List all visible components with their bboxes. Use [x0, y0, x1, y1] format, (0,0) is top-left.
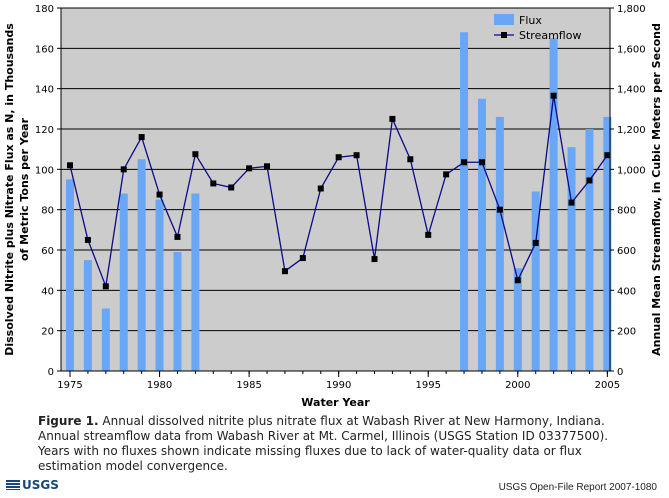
right-tick-label: 1,000 [617, 165, 646, 176]
streamflow-point-1993 [389, 115, 396, 122]
streamflow-line [67, 92, 611, 290]
flux-bar-1975 [66, 179, 74, 371]
right-tick-label: 1,600 [617, 44, 646, 55]
flux-bar-1977 [101, 308, 110, 371]
left-tick-label: 80 [41, 206, 54, 217]
x-tick-label: 2000 [505, 380, 530, 391]
streamflow-point-1982 [192, 151, 199, 158]
streamflow-point-2003 [568, 199, 575, 206]
streamflow-point-2000 [514, 277, 521, 284]
streamflow-point-1992 [371, 256, 378, 263]
right-tick-label: 800 [617, 206, 636, 217]
right-tick-label: 400 [617, 286, 636, 297]
left-tick-label: 0 [48, 367, 54, 378]
streamflow-point-1998 [478, 159, 485, 166]
caption-label: Figure 1. [38, 414, 99, 428]
axes: 0 20 40 60 80 100 120 140 160 180 0 200 400 600 800 1,0… [35, 4, 646, 391]
left-tick-label: 20 [41, 327, 54, 338]
flux-bar-1979 [137, 159, 146, 371]
legend-streamflow-label: Streamflow [519, 29, 581, 42]
streamflow-point-1975 [67, 162, 73, 169]
flux-bar-1976 [83, 260, 92, 371]
left-tick-label: 100 [35, 165, 54, 176]
streamflow-point-1994 [407, 156, 414, 163]
usgs-wave-icon [6, 480, 20, 490]
streamflow-point-1985 [246, 165, 253, 172]
streamflow-point-2001 [532, 239, 539, 246]
flux-bar-2004 [585, 129, 594, 371]
right-tick-label: 0 [617, 367, 623, 378]
usgs-logo: USGS [6, 478, 59, 492]
flux-bar-2000 [513, 268, 522, 371]
streamflow-point-1984 [228, 184, 235, 191]
caption-text: Annual dissolved nitrite plus nitrate fl… [38, 414, 609, 473]
left-tick-label: 140 [35, 85, 54, 96]
x-tick-label: 1990 [326, 380, 351, 391]
figure-caption: Figure 1. Annual dissolved nitrite plus … [38, 414, 638, 474]
streamflow-point-1991 [353, 152, 360, 159]
x-tick-label: 1975 [57, 380, 82, 391]
right-tick-label: 600 [617, 246, 636, 257]
flux-bar-1978 [119, 193, 128, 371]
flux-bar-2005 [603, 116, 612, 372]
legend-streamflow-marker [501, 32, 507, 38]
streamflow-point-1981 [174, 233, 181, 240]
left-tick-label: 120 [35, 125, 54, 136]
x-tick-label: 2005 [595, 380, 620, 391]
right-tick-label: 200 [617, 327, 636, 338]
flux-bar-1999 [495, 116, 504, 372]
streamflow-point-1988 [299, 255, 306, 262]
streamflow-point-1989 [317, 185, 324, 192]
streamflow-point-1976 [84, 236, 91, 243]
streamflow-point-1977 [102, 283, 109, 290]
streamflow-point-1997 [461, 159, 468, 166]
y-axis-left-label: Dissolved Nitrite plus Nitrate Flux as N… [3, 23, 16, 356]
legend-flux-swatch [494, 14, 514, 25]
flux-bar-2002 [549, 38, 558, 371]
streamflow-point-1995 [425, 231, 432, 238]
left-tick-label: 60 [41, 246, 54, 257]
streamflow-point-1986 [264, 163, 271, 170]
flux-bar-1981 [173, 252, 182, 371]
y-axis-left-label-line2: of Metric Tons per Year [18, 117, 31, 261]
flux-bar-2001 [531, 191, 540, 371]
streamflow-point-1980 [156, 191, 163, 198]
streamflow-point-2005 [604, 152, 611, 159]
streamflow-point-1987 [281, 268, 288, 275]
right-tick-label: 1,200 [617, 125, 646, 136]
flux-bar-1982 [191, 193, 200, 371]
left-tick-label: 160 [35, 44, 54, 55]
streamflow-point-1996 [443, 171, 450, 178]
flux-bars [66, 32, 612, 372]
usgs-logo-text: USGS [22, 478, 59, 492]
plot-frame [60, 7, 611, 372]
flux-bar-2003 [567, 147, 576, 371]
x-axis-label: Water Year [301, 396, 370, 409]
left-tick-label: 40 [41, 286, 54, 297]
right-tick-label: 1,400 [617, 85, 646, 96]
streamflow-point-2002 [550, 92, 557, 99]
streamflow-point-1983 [210, 180, 217, 187]
left-tick-label: 180 [35, 4, 54, 15]
streamflow-point-2004 [586, 177, 593, 184]
streamflow-point-1978 [120, 166, 127, 173]
streamflow-point-1999 [496, 206, 503, 213]
flux-bar-1980 [155, 199, 164, 371]
flux-bar-1997 [460, 32, 469, 371]
legend-flux-label: Flux [519, 14, 542, 27]
x-tick-label: 1985 [236, 380, 261, 391]
y-axis-right-label: Annual Mean Streamflow, in Cubic Meters … [650, 23, 663, 356]
right-tick-label: 1,800 [617, 4, 646, 15]
chart: 0 20 40 60 80 100 120 140 160 180 0 200 400 600 800 1,0… [3, 4, 663, 409]
streamflow-point-1979 [138, 134, 145, 141]
x-tick-label: 1980 [147, 380, 172, 391]
streamflow-point-1990 [335, 154, 342, 161]
legend: Flux Streamflow [494, 14, 581, 42]
report-id: USGS Open-File Report 2007-1080 [498, 482, 657, 493]
grid [61, 47, 610, 332]
flux-bar-1998 [477, 98, 486, 371]
x-tick-label: 1995 [416, 380, 441, 391]
